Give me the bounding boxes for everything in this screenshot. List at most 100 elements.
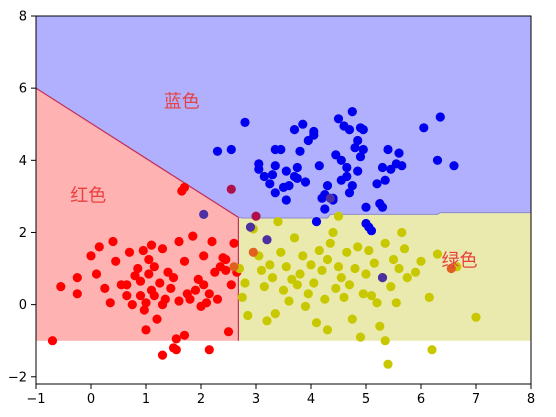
data-point-series-0-28 xyxy=(152,314,162,324)
data-point-series-0-42 xyxy=(179,256,190,266)
x-tick-label-2: 1 xyxy=(142,392,150,407)
data-point-series-5-2 xyxy=(446,263,456,274)
x-tick-label-3: 2 xyxy=(197,392,205,407)
data-point-series-2-20 xyxy=(295,269,305,279)
data-point-series-1-61 xyxy=(289,171,300,182)
data-point-series-2-67 xyxy=(333,211,344,221)
region-label-0: 蓝色 xyxy=(164,92,200,113)
data-point-series-1-36 xyxy=(350,143,360,153)
data-point-series-2-2 xyxy=(240,278,250,288)
data-point-series-2-61 xyxy=(416,256,426,266)
data-point-series-2-54 xyxy=(388,254,399,265)
data-point-series-2-37 xyxy=(342,247,352,257)
data-point-series-0-0 xyxy=(47,336,58,346)
data-point-series-0-23 xyxy=(144,269,154,279)
data-point-series-2-68 xyxy=(322,254,333,265)
data-point-series-0-4 xyxy=(86,251,96,261)
data-point-series-1-53 xyxy=(397,161,407,171)
data-point-series-0-49 xyxy=(199,251,209,261)
data-point-series-1-6 xyxy=(267,170,278,180)
data-point-series-0-9 xyxy=(108,236,118,247)
data-point-series-0-44 xyxy=(185,294,195,304)
data-point-series-1-59 xyxy=(347,181,357,191)
data-point-series-2-34 xyxy=(333,262,344,272)
y-tick-label-0: −2 xyxy=(8,370,27,385)
data-point-series-0-68 xyxy=(199,280,209,290)
region-label-2: 绿色 xyxy=(442,250,478,271)
data-point-series-2-26 xyxy=(311,318,322,328)
data-point-series-2-13 xyxy=(276,247,286,257)
data-point-series-2-25 xyxy=(309,278,319,288)
data-point-series-2-57 xyxy=(397,227,407,238)
data-point-series-1-4 xyxy=(259,171,269,182)
red-region xyxy=(36,88,239,341)
data-point-series-0-16 xyxy=(133,263,143,274)
data-point-series-2-44 xyxy=(361,269,371,279)
data-point-series-1-41 xyxy=(358,144,368,155)
data-point-series-0-14 xyxy=(127,300,137,310)
data-point-series-2-11 xyxy=(270,309,280,319)
data-point-series-1-45 xyxy=(372,179,382,189)
data-point-series-0-59 xyxy=(226,280,236,290)
y-tick-label-2: 2 xyxy=(19,226,27,241)
data-point-series-1-67 xyxy=(281,195,291,205)
data-point-series-1-9 xyxy=(276,144,286,155)
data-point-series-5-1 xyxy=(248,247,258,257)
data-point-series-5-0 xyxy=(229,262,239,272)
data-points xyxy=(47,107,481,369)
data-point-series-0-34 xyxy=(166,283,176,293)
data-point-series-1-47 xyxy=(377,162,388,173)
data-point-series-0-24 xyxy=(146,240,157,250)
data-point-series-0-57 xyxy=(221,265,231,275)
data-point-series-1-12 xyxy=(284,181,294,191)
data-point-series-0-32 xyxy=(160,294,170,304)
data-point-series-1-60 xyxy=(358,125,368,135)
data-point-series-0-8 xyxy=(105,298,115,308)
data-point-series-1-52 xyxy=(394,148,404,158)
x-tick-label-1: 0 xyxy=(87,392,95,407)
data-point-series-1-42 xyxy=(361,202,371,212)
data-point-series-0-30 xyxy=(157,244,168,254)
data-point-series-2-30 xyxy=(322,325,333,335)
data-point-series-1-11 xyxy=(281,166,291,176)
data-point-series-1-62 xyxy=(270,188,280,198)
data-point-series-0-12 xyxy=(122,291,132,301)
data-point-series-1-34 xyxy=(344,125,355,135)
x-tick-label-9: 8 xyxy=(527,392,535,407)
data-point-series-1-39 xyxy=(355,152,366,162)
data-point-series-1-55 xyxy=(419,123,429,133)
data-point-series-1-17 xyxy=(298,119,308,129)
data-point-series-0-50 xyxy=(201,298,212,308)
data-point-series-4-0 xyxy=(226,184,236,194)
data-point-series-1-7 xyxy=(270,161,280,171)
data-point-series-1-37 xyxy=(353,166,363,176)
data-point-series-1-22 xyxy=(311,217,322,227)
data-point-series-2-21 xyxy=(298,251,308,261)
region-label-1: 红色 xyxy=(70,185,106,206)
data-point-series-2-28 xyxy=(317,265,327,275)
data-point-series-1-18 xyxy=(300,177,311,187)
data-point-series-0-5 xyxy=(91,269,102,279)
data-point-series-2-48 xyxy=(372,298,382,308)
data-point-series-1-44 xyxy=(366,226,377,236)
x-tick-label-0: −1 xyxy=(26,392,45,407)
data-point-series-2-58 xyxy=(399,244,410,254)
data-point-series-1-21 xyxy=(309,126,319,137)
data-point-series-2-9 xyxy=(265,260,275,270)
data-point-series-0-51 xyxy=(204,289,214,299)
data-point-series-0-22 xyxy=(144,254,154,265)
data-point-series-1-14 xyxy=(292,162,302,173)
data-point-series-2-1 xyxy=(237,292,247,302)
data-point-series-1-68 xyxy=(342,162,352,173)
data-point-series-2-49 xyxy=(375,321,385,331)
data-point-series-0-13 xyxy=(124,247,135,257)
data-point-series-0-21 xyxy=(141,298,151,308)
data-point-series-2-47 xyxy=(369,258,379,268)
data-point-series-0-38 xyxy=(174,236,184,247)
data-point-series-0-58 xyxy=(223,327,234,337)
x-tick-label-8: 7 xyxy=(472,392,480,407)
data-point-series-2-51 xyxy=(380,238,390,248)
data-point-series-1-54 xyxy=(377,202,388,212)
data-point-series-1-49 xyxy=(383,144,393,155)
